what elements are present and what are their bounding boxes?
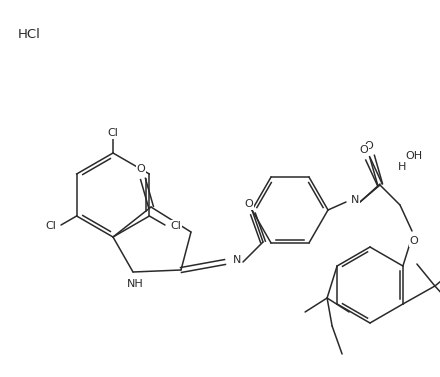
Text: H: H [398,162,406,172]
Text: O: O [410,236,418,246]
Text: Cl: Cl [107,128,118,138]
Text: Cl: Cl [45,221,56,231]
Text: O: O [245,199,253,209]
Text: HCl: HCl [18,28,41,41]
Text: N: N [351,195,359,205]
Text: N: N [233,255,241,265]
Text: O: O [359,145,368,155]
Text: O: O [365,141,374,151]
Text: O: O [137,164,145,174]
Text: NH: NH [127,279,143,289]
Text: Cl: Cl [170,221,181,231]
Text: OH: OH [405,151,422,161]
